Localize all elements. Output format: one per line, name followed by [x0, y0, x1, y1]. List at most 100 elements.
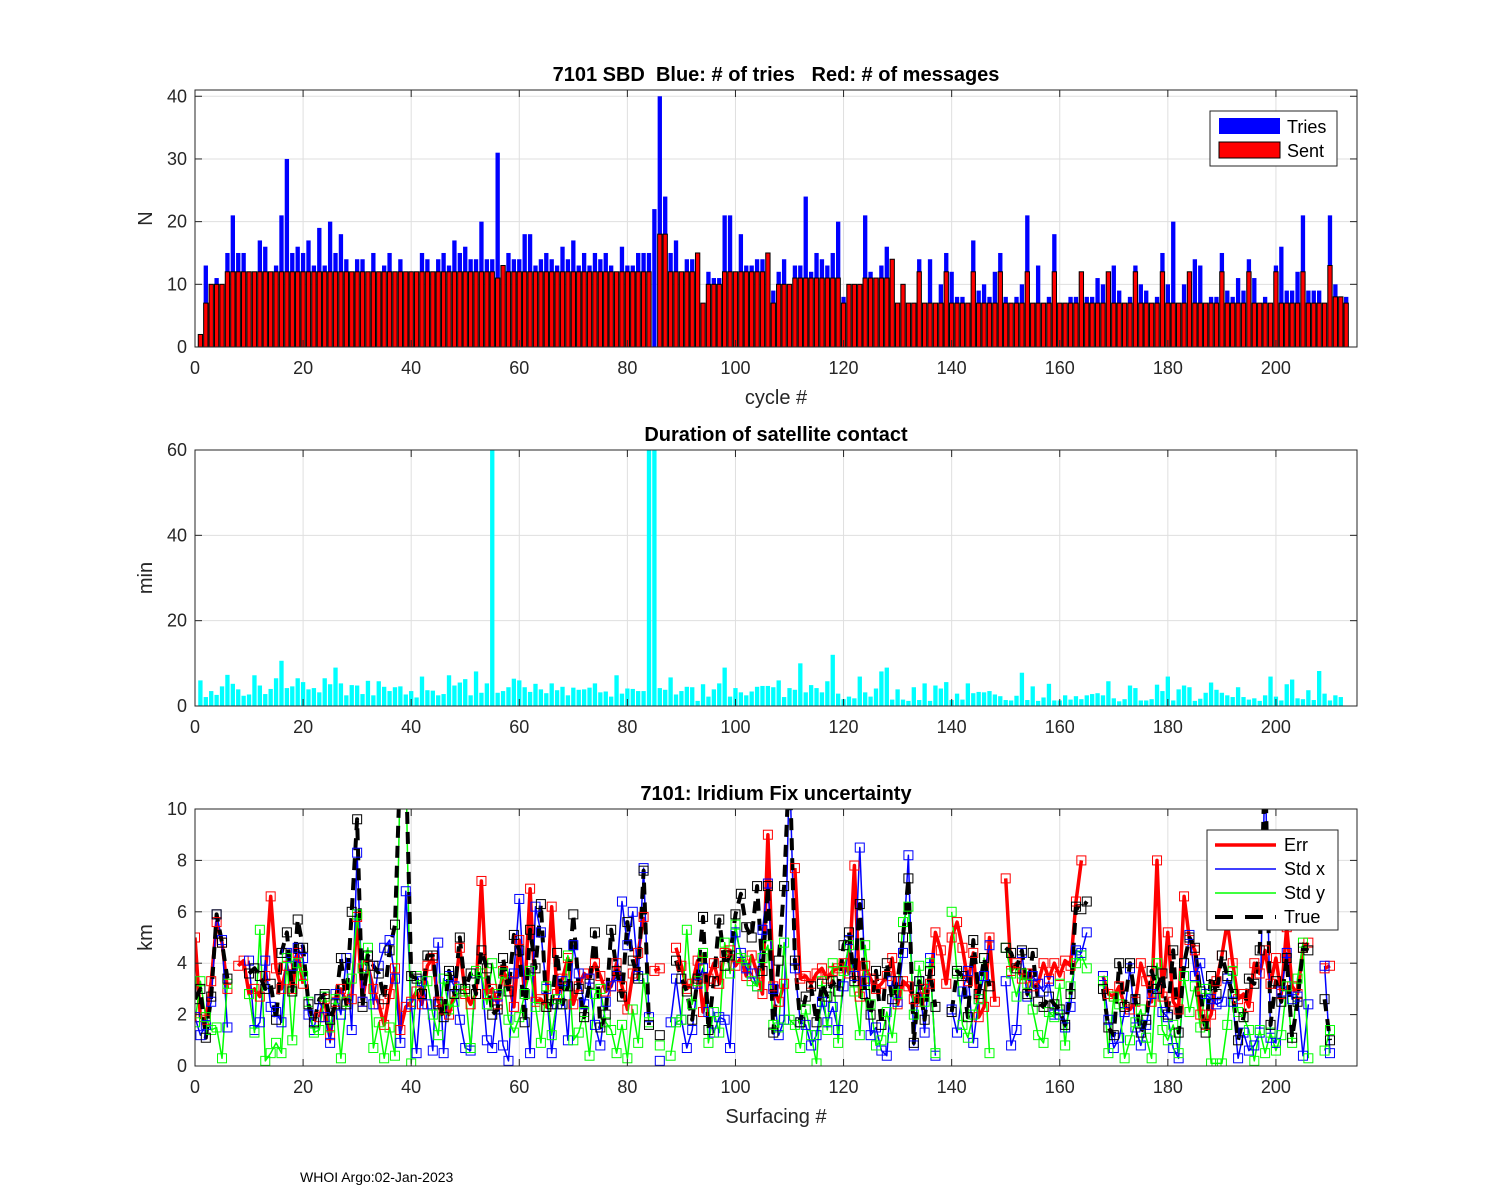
duration-bar	[1111, 698, 1116, 706]
duration-bar	[717, 683, 722, 706]
err-marker	[1027, 981, 1038, 992]
duration-bar	[1306, 690, 1311, 706]
true-marker	[806, 981, 817, 992]
std-y-marker	[789, 1019, 800, 1030]
true-marker	[876, 1019, 887, 1030]
duration-bar	[754, 686, 760, 706]
sent-bar	[765, 252, 771, 348]
sent-bar	[327, 271, 333, 348]
std-x-marker	[568, 940, 579, 951]
sent-bar	[322, 271, 328, 348]
std-x-marker	[454, 1014, 465, 1025]
duration-bar	[290, 686, 295, 706]
duration-bar	[917, 700, 922, 706]
std-x-marker	[1173, 1053, 1184, 1064]
duration-bar	[354, 685, 360, 706]
std-y-marker	[281, 953, 292, 964]
std-x-marker	[579, 999, 590, 1010]
sent-bar	[446, 271, 452, 348]
x-tick-label: 140	[937, 717, 967, 737]
true-marker	[1146, 965, 1157, 976]
std-y-marker	[1303, 1053, 1314, 1064]
duration-bar	[203, 697, 208, 706]
std-y-marker	[276, 1048, 287, 1059]
err-marker	[1173, 1004, 1184, 1015]
duration-bar	[954, 693, 960, 706]
duration-bar	[1014, 695, 1019, 706]
std-y-marker	[784, 1014, 795, 1025]
std-y-marker	[200, 1012, 211, 1023]
sent-bar	[997, 271, 1003, 348]
sent-bar	[332, 271, 339, 348]
std-y-marker	[865, 999, 876, 1010]
std-x-marker	[843, 935, 854, 946]
x-tick-label: 160	[1045, 1077, 1075, 1097]
true-marker	[914, 976, 925, 987]
std-y-marker	[244, 989, 255, 1000]
std-y-marker	[1281, 981, 1292, 992]
true-marker	[406, 971, 417, 982]
err-marker	[373, 999, 384, 1010]
sent-bar	[981, 302, 987, 348]
std-y-marker	[454, 983, 465, 994]
sent-bar	[921, 302, 928, 348]
duration-bar	[911, 687, 916, 706]
x-tick-label: 20	[293, 358, 313, 378]
tries-bar	[284, 158, 290, 347]
true-marker	[768, 1027, 779, 1038]
std-y-marker	[519, 989, 530, 1000]
sent-bar	[1235, 302, 1241, 348]
duration-bar	[446, 675, 452, 706]
std-y-marker	[1276, 1030, 1287, 1041]
std-y-marker	[1022, 978, 1033, 989]
std-y-marker	[1168, 1019, 1179, 1030]
true-marker	[979, 953, 990, 964]
tries-bar	[803, 196, 808, 347]
x-tick-label: 120	[829, 1077, 859, 1097]
duration-bar	[1073, 696, 1079, 706]
duration-bar	[1338, 697, 1343, 706]
x-tick-label: 140	[937, 358, 967, 378]
sent-bar	[1327, 265, 1333, 348]
sent-bar	[646, 271, 652, 348]
true-marker	[292, 914, 303, 925]
duration-bar	[230, 683, 235, 706]
duration-bar	[890, 699, 895, 706]
err-marker	[1270, 953, 1281, 964]
duration-bar	[781, 697, 787, 706]
err-marker	[649, 965, 660, 976]
std-x-marker	[1038, 986, 1049, 997]
err-marker	[671, 942, 682, 953]
std-y-marker	[984, 1048, 995, 1059]
std-x-marker	[838, 981, 849, 992]
duration-bar	[733, 688, 738, 706]
std-x-marker	[746, 968, 757, 979]
sent-bar	[311, 271, 317, 348]
std-y-marker	[1081, 963, 1092, 974]
sent-bar	[1257, 302, 1263, 348]
duration-bar	[787, 688, 792, 706]
true-marker	[687, 1014, 698, 1025]
std-y-marker	[708, 1007, 719, 1018]
std-y-marker	[930, 1048, 941, 1059]
true-marker	[698, 911, 709, 922]
axes-box	[194, 449, 1358, 707]
true-marker	[1103, 1022, 1114, 1033]
x-tick-label: 40	[401, 717, 421, 737]
true-marker	[735, 888, 746, 899]
err-marker	[1141, 976, 1152, 987]
sent-bar	[986, 302, 993, 348]
std-y-marker	[514, 1012, 525, 1023]
duration-bar	[835, 693, 841, 706]
sent-bar	[278, 271, 285, 348]
std-y-marker	[887, 1032, 898, 1043]
duration-bar	[608, 696, 614, 706]
sent-bar	[240, 271, 247, 348]
err-marker	[271, 963, 282, 974]
true-marker	[579, 1012, 590, 1023]
duration-bar	[209, 691, 214, 706]
std-y-marker	[1200, 983, 1211, 994]
sent-bar	[370, 271, 377, 348]
sent-bar	[1067, 302, 1074, 348]
std-x-marker	[1130, 1022, 1141, 1033]
